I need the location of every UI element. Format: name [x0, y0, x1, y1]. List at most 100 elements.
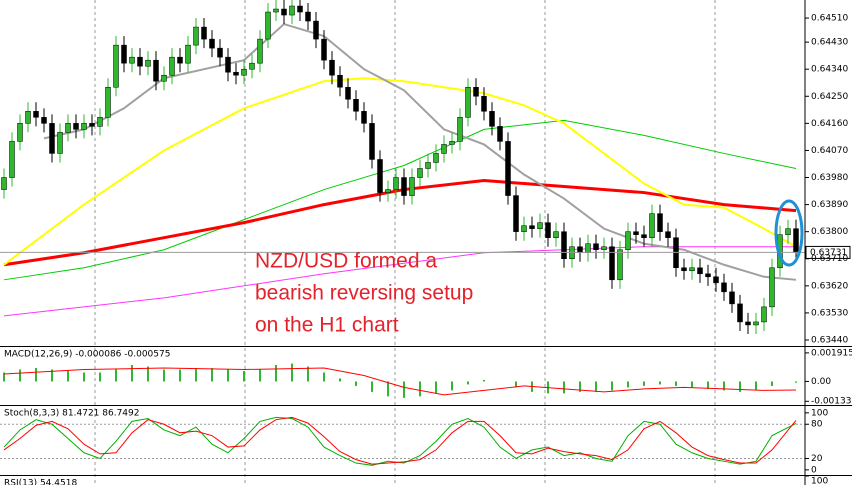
- candle-body: [33, 111, 39, 118]
- candle-body: [65, 123, 71, 133]
- macd-signal: [3, 367, 797, 396]
- candle-body: [297, 5, 303, 13]
- candle-body: [209, 38, 215, 49]
- stoch-line: [3, 416, 797, 465]
- candle-body: [145, 59, 151, 67]
- candle-body: [281, 8, 287, 16]
- candle-body: [657, 213, 663, 232]
- candle-body: [489, 111, 495, 127]
- candle-body: [313, 20, 319, 40]
- candle-body: [193, 26, 199, 46]
- candle-body: [625, 231, 631, 250]
- candle-body: [153, 59, 159, 82]
- candle-body: [129, 56, 135, 64]
- candle-body: [41, 117, 47, 124]
- candle-body: [169, 56, 175, 76]
- candle-body: [705, 273, 711, 278]
- y-tick-label: 0.64340: [811, 65, 848, 75]
- y-tick-label: 0.63440: [811, 335, 848, 345]
- candle-body: [329, 59, 335, 76]
- candle-body: [521, 225, 527, 232]
- y-tick-label: 0.63620: [811, 281, 848, 291]
- y-tick-label: 0.64510: [811, 14, 848, 24]
- candle-body: [633, 231, 639, 235]
- candle-body: [689, 267, 695, 272]
- candle-body: [513, 195, 519, 232]
- candle-body: [553, 231, 559, 238]
- candle-body: [537, 222, 543, 229]
- y-tick-label: 0.63890: [811, 200, 848, 210]
- candle-body: [745, 321, 751, 326]
- candle-body: [241, 68, 247, 76]
- y-tick-label: 0.64250: [811, 92, 848, 102]
- candle-body: [585, 243, 591, 253]
- candle-body: [457, 117, 463, 142]
- y-tick-label: 0.63530: [811, 308, 848, 318]
- candle-body: [793, 228, 799, 253]
- candle-body: [17, 123, 23, 142]
- candle-body: [321, 38, 327, 61]
- candle-body: [465, 87, 471, 118]
- last-price-label: 0.63731: [810, 248, 847, 258]
- y-tick-label: 0.63980: [811, 173, 848, 183]
- candle-body: [753, 321, 759, 326]
- candle-body: [73, 123, 79, 130]
- candle-body: [353, 99, 359, 112]
- y-tick-label: 0.63800: [811, 227, 848, 237]
- candle-body: [305, 11, 311, 22]
- annotation: NZD/USD formed a: [255, 250, 437, 273]
- candle-body: [737, 303, 743, 323]
- candle-body: [81, 123, 87, 130]
- candle-body: [1, 177, 7, 190]
- candle-body: [417, 168, 423, 178]
- candle-body: [481, 96, 487, 112]
- y-tick-label: -0.001332: [811, 397, 852, 407]
- candle-body: [113, 44, 119, 88]
- candle-body: [217, 47, 223, 58]
- moving-average: [3, 119, 797, 281]
- highlight-ellipse: [774, 199, 804, 267]
- candle-body: [377, 159, 383, 193]
- annotation: bearish reversing setup: [255, 282, 473, 305]
- y-tick-label: 80: [811, 420, 823, 430]
- candle-body: [601, 246, 607, 250]
- candle-body: [265, 11, 271, 40]
- candle-body: [97, 117, 103, 127]
- candle-body: [49, 123, 55, 154]
- candle-body: [225, 56, 231, 73]
- candle-body: [369, 123, 375, 160]
- y-tick-label: 0.63710: [811, 254, 848, 264]
- y-tick-label: 0: [811, 465, 817, 475]
- candle-body: [449, 141, 455, 145]
- candle-body: [641, 234, 647, 238]
- candle-body: [721, 282, 727, 293]
- candle-body: [201, 26, 207, 40]
- candle-body: [473, 87, 479, 97]
- candle-body: [769, 267, 775, 308]
- y-tick-label: 100: [811, 408, 828, 418]
- last-price-box: [805, 245, 851, 259]
- candle-body: [497, 126, 503, 142]
- candle-body: [289, 5, 295, 16]
- y-tick-label: 0.64070: [811, 146, 848, 156]
- y-tick-label: 20: [811, 454, 823, 464]
- candle-body: [577, 246, 583, 253]
- candle-body: [681, 267, 687, 272]
- candle-body: [185, 44, 191, 64]
- candle-body: [9, 141, 15, 178]
- panel-title: MACD(12,26,9) -0.000086 -0.000575: [4, 350, 170, 360]
- candle-body: [529, 225, 535, 229]
- candle-body: [505, 141, 511, 196]
- candle-body: [545, 222, 551, 238]
- candle-body: [25, 111, 31, 124]
- candle-body: [561, 231, 567, 259]
- annotation: on the H1 chart: [255, 314, 399, 337]
- y-tick-label: 0.64430: [811, 38, 848, 48]
- panel-title: RSI(13) 54.4518: [4, 479, 77, 485]
- candle-body: [105, 87, 111, 118]
- candle-body: [393, 177, 399, 190]
- candle-body: [617, 249, 623, 281]
